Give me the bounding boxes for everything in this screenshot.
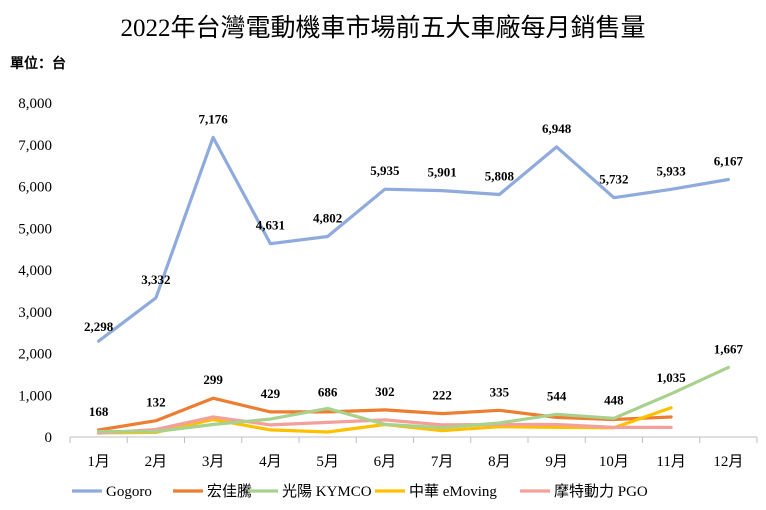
x-tick-label: 11月 <box>656 454 685 470</box>
x-tick-label: 12月 <box>713 454 743 470</box>
data-label: 3,332 <box>141 272 170 287</box>
data-label: 429 <box>261 386 281 401</box>
x-tick-label: 5月 <box>316 454 339 470</box>
legend-label-2: 光陽 KYMCO <box>282 483 372 500</box>
y-tick-label: 3,000 <box>18 305 52 321</box>
chart-title: 2022年台灣電動機車市場前五大車廠每月銷售量 <box>120 14 645 42</box>
data-label: 5,901 <box>428 165 457 180</box>
data-label: 222 <box>432 388 452 403</box>
data-label: 5,935 <box>370 163 400 178</box>
x-tick-label: 6月 <box>374 454 397 470</box>
data-label: 5,732 <box>599 172 628 187</box>
data-label: 5,808 <box>485 169 515 184</box>
data-label: 302 <box>375 384 395 399</box>
data-label: 4,802 <box>313 211 342 226</box>
data-label: 1,667 <box>714 341 744 356</box>
data-label: 7,176 <box>199 111 229 126</box>
legend-label-0: Gogoro <box>106 484 152 500</box>
data-label: 544 <box>547 388 567 403</box>
series-line-1 <box>96 396 673 432</box>
y-tick-label: 2,000 <box>18 347 52 363</box>
y-tick-label: 6,000 <box>18 180 52 196</box>
y-tick-label: 4,000 <box>18 263 52 279</box>
data-label: 686 <box>318 384 338 399</box>
data-label: 132 <box>146 395 166 410</box>
x-tick-label: 3月 <box>202 454 225 470</box>
y-tick-label: 5,000 <box>18 221 52 237</box>
x-tick-label: 8月 <box>488 454 511 470</box>
y-tick-label: 1,000 <box>18 388 52 404</box>
data-label: 6,948 <box>542 121 572 136</box>
series-line-2 <box>96 365 731 434</box>
x-tick-label: 4月 <box>259 454 282 470</box>
series-lines <box>96 135 731 435</box>
x-tick-label: 10月 <box>599 454 629 470</box>
x-tick-label: 7月 <box>431 454 454 470</box>
legend-label-3: 中華 eMoving <box>409 483 497 500</box>
x-axis: 1月 2月 3月 4月 5月 6月 7月 8月 9月 10月 11月 12月 <box>69 436 758 470</box>
legend-label-4: 摩特動力 PGO <box>554 482 648 500</box>
data-label: 335 <box>490 384 510 399</box>
legend-label-1: 宏佳騰 <box>207 482 252 500</box>
series-line-4 <box>96 415 673 435</box>
unit-label: 單位：台 <box>10 55 66 72</box>
data-label: 448 <box>604 392 624 407</box>
y-tick-label: 7,000 <box>18 138 52 154</box>
data-label: 5,933 <box>657 163 687 178</box>
series-line-0 <box>96 135 731 343</box>
data-label: 4,631 <box>256 218 285 233</box>
y-tick-label: 0 <box>45 430 53 446</box>
data-label: 1,035 <box>657 370 687 385</box>
data-label: 299 <box>203 372 223 387</box>
x-tick-label: 2月 <box>145 454 168 470</box>
data-label: 168 <box>89 404 109 419</box>
data-label: 6,167 <box>714 154 744 169</box>
y-tick-label: 8,000 <box>18 96 52 112</box>
legend: Gogoro 宏佳騰 光陽 KYMCO 中華 eMoving 摩特動力 PGO <box>72 482 648 500</box>
x-tick-label: 1月 <box>87 454 110 470</box>
x-tick-label: 9月 <box>545 454 568 470</box>
y-axis: 0 1,000 2,000 3,000 4,000 5,000 6,000 7,000 8,00… <box>18 96 52 446</box>
data-labels: 2,298 3,332 7,176 4,631 4,802 5,935 5,901 5,808… <box>84 111 744 419</box>
data-label: 2,298 <box>84 319 114 334</box>
